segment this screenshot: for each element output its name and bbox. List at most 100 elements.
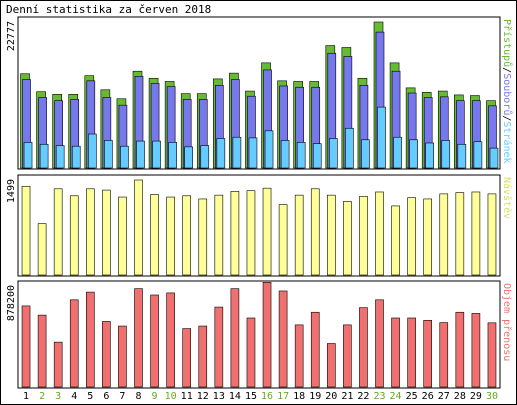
bar-visits-day-18 <box>294 194 304 276</box>
bar-visits-day-15 <box>246 190 256 276</box>
bar-pages-day-2 <box>39 143 49 169</box>
page-title: Denní statistika za červen 2018 <box>6 3 212 16</box>
bar-visits-day-3 <box>53 188 63 276</box>
bar-kbytes-day-8 <box>134 288 143 388</box>
bar-kbytes-day-29 <box>471 313 481 388</box>
day-label-10: 10 <box>165 391 177 402</box>
bar-pages-day-13 <box>216 138 226 169</box>
bar-visits-day-28 <box>455 192 465 276</box>
day-label-27: 27 <box>438 391 450 402</box>
bar-kbytes-day-2 <box>37 314 47 388</box>
day-label-18: 18 <box>293 391 305 402</box>
bar-visits-day-21 <box>343 201 352 276</box>
bar-kbytes-day-28 <box>455 311 465 388</box>
legend-label-3: Objem přenosu <box>501 283 513 361</box>
bar-kbytes-day-20 <box>326 343 336 388</box>
bar-kbytes-day-10 <box>166 292 175 388</box>
bar-pages-day-27 <box>441 140 451 169</box>
bar-pages-day-6 <box>104 140 113 169</box>
bar-pages-day-15 <box>248 137 258 169</box>
bar-pages-day-24 <box>393 136 402 169</box>
bar-pages-day-12 <box>200 145 210 169</box>
bar-visits-day-27 <box>439 193 449 276</box>
bar-visits-day-17 <box>278 204 288 276</box>
bar-pages-day-19 <box>312 143 322 169</box>
bar-pages-day-16 <box>264 130 274 169</box>
day-label-7: 7 <box>119 391 125 402</box>
bar-kbytes-day-27 <box>439 322 449 388</box>
bar-pages-day-21 <box>345 127 354 169</box>
day-label-19: 19 <box>309 391 321 402</box>
bar-pages-day-22 <box>361 139 370 169</box>
bar-visits-day-7 <box>118 196 127 276</box>
bar-kbytes-day-22 <box>359 307 368 388</box>
bar-visits-day-29 <box>471 191 481 276</box>
day-label-22: 22 <box>357 391 369 402</box>
day-label-3: 3 <box>55 391 61 402</box>
legend-part-1-1: Přístupů <box>501 19 513 67</box>
bar-kbytes-day-19 <box>310 311 320 388</box>
bar-pages-day-14 <box>232 136 242 169</box>
bar-visits-day-5 <box>86 188 95 276</box>
day-label-28: 28 <box>454 391 466 402</box>
bar-kbytes-day-13 <box>214 306 224 388</box>
day-label-8: 8 <box>135 391 141 402</box>
bar-pages-day-5 <box>88 133 97 169</box>
bar-kbytes-day-30 <box>487 322 497 388</box>
y-max-label-1: 22777 <box>6 21 17 51</box>
day-label-17: 17 <box>277 391 289 402</box>
bar-kbytes-day-9 <box>150 294 159 388</box>
chart-panel-1 <box>17 16 501 170</box>
day-label-6: 6 <box>103 391 109 402</box>
bar-kbytes-day-4 <box>69 299 79 388</box>
bar-kbytes-day-15 <box>246 317 256 388</box>
bar-kbytes-day-23 <box>375 299 384 388</box>
bar-visits-day-23 <box>375 191 384 276</box>
bar-pages-day-10 <box>168 142 177 169</box>
legend-part-1-5: Stránek <box>501 121 513 163</box>
day-label-1: 1 <box>23 391 29 402</box>
day-label-16: 16 <box>261 391 273 402</box>
bar-visits-day-20 <box>326 194 336 276</box>
bar-pages-day-18 <box>296 142 306 169</box>
bar-visits-day-13 <box>214 194 224 276</box>
bar-kbytes-day-1 <box>21 305 31 388</box>
day-label-21: 21 <box>341 391 353 402</box>
day-label-9: 9 <box>152 391 158 402</box>
bar-pages-day-8 <box>136 140 145 169</box>
bar-kbytes-day-16 <box>262 282 272 388</box>
bar-kbytes-day-12 <box>198 325 208 388</box>
bar-visits-day-16 <box>262 187 272 276</box>
bar-visits-day-30 <box>487 193 497 276</box>
bar-pages-day-28 <box>457 143 467 169</box>
bar-kbytes-day-3 <box>53 341 63 388</box>
bar-pages-day-20 <box>328 138 338 169</box>
bar-pages-day-11 <box>184 146 193 169</box>
bar-pages-day-17 <box>280 140 290 169</box>
day-label-12: 12 <box>197 391 209 402</box>
bar-visits-day-25 <box>407 197 416 276</box>
bar-visits-day-10 <box>166 196 175 276</box>
day-label-11: 11 <box>181 391 193 402</box>
bar-visits-day-6 <box>102 189 111 276</box>
day-label-30: 30 <box>486 391 498 402</box>
bar-visits-day-8 <box>134 179 143 276</box>
legend-label-2: Návštěv <box>501 177 513 219</box>
day-label-20: 20 <box>325 391 337 402</box>
bar-pages-day-7 <box>120 145 129 169</box>
bar-visits-day-26 <box>423 198 433 276</box>
bar-pages-day-4 <box>71 145 81 169</box>
bar-kbytes-day-21 <box>343 324 352 388</box>
day-label-15: 15 <box>245 391 257 402</box>
day-label-4: 4 <box>71 391 77 402</box>
bar-pages-day-29 <box>473 141 483 169</box>
legend-part-3-1: Objem přenosu <box>501 283 513 361</box>
bar-pages-day-3 <box>55 145 65 169</box>
y-max-label-2: 1499 <box>6 179 17 203</box>
day-label-13: 13 <box>213 391 225 402</box>
bar-kbytes-day-5 <box>86 291 95 388</box>
chart-panel-2 <box>17 174 501 277</box>
bar-kbytes-day-24 <box>391 317 400 388</box>
bar-kbytes-day-6 <box>102 321 111 388</box>
